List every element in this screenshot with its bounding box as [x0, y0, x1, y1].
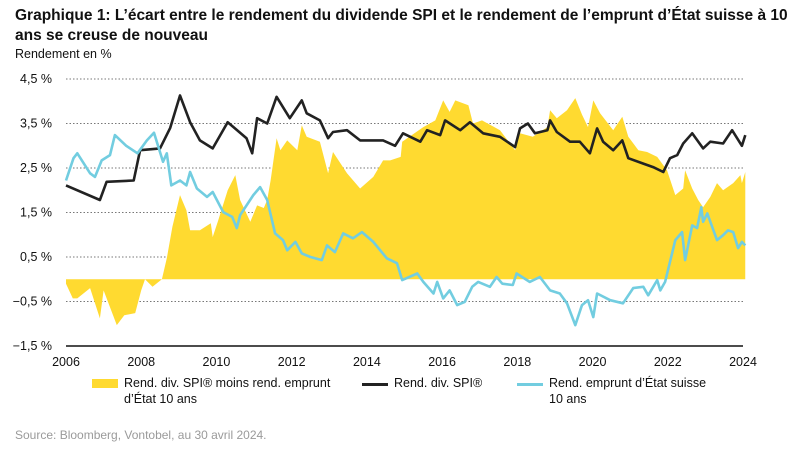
- x-tick-label: 2006: [52, 355, 80, 369]
- series-line-bond: [64, 131, 747, 327]
- legend-swatch-dividend: [362, 383, 388, 386]
- x-tick-label: 2012: [278, 355, 306, 369]
- legend-label-bond: Rend. emprunt d’État suisse 10 ans: [549, 376, 707, 406]
- y-tick-label: −1,5 %: [13, 339, 52, 353]
- x-tick-label: 2016: [428, 355, 456, 369]
- y-tick-label: 3,5 %: [20, 117, 52, 131]
- source-note: Source: Bloomberg, Vontobel, au 30 avril…: [15, 428, 267, 442]
- x-tick-label: 2008: [127, 355, 155, 369]
- y-tick-label: 2,5 %: [20, 161, 52, 175]
- legend-label-dividend: Rend. div. SPI®: [394, 376, 483, 390]
- y-tick-label: 0,5 %: [20, 250, 52, 264]
- legend-item-dividend: Rend. div. SPI®: [362, 375, 522, 391]
- x-tick-label: 2022: [654, 355, 682, 369]
- x-tick-label: 2018: [503, 355, 531, 369]
- x-tick-label: 2024: [729, 355, 757, 369]
- x-tick-label: 2020: [579, 355, 607, 369]
- legend-item-bond: Rend. emprunt d’État suisse 10 ans: [517, 375, 722, 407]
- legend-swatch-bond: [517, 383, 543, 386]
- y-tick-label: 4,5 %: [20, 72, 52, 86]
- x-tick-label: 2010: [203, 355, 231, 369]
- chart-title: Graphique 1: L’écart entre le rendement …: [15, 7, 788, 44]
- series-line-dividend: [65, 94, 747, 202]
- y-axis-label: Rendement en %: [15, 47, 112, 61]
- legend-swatch-spread: [92, 379, 118, 388]
- series-area-spread: [66, 98, 746, 326]
- x-tick-label: 2014: [353, 355, 381, 369]
- legend-item-spread: Rend. div. SPI® moins rend. emprunt d’Ét…: [92, 375, 332, 407]
- y-tick-label: −0,5 %: [13, 295, 52, 309]
- legend-label-spread: Rend. div. SPI® moins rend. emprunt d’Ét…: [124, 376, 331, 406]
- y-tick-label: 1,5 %: [20, 206, 52, 220]
